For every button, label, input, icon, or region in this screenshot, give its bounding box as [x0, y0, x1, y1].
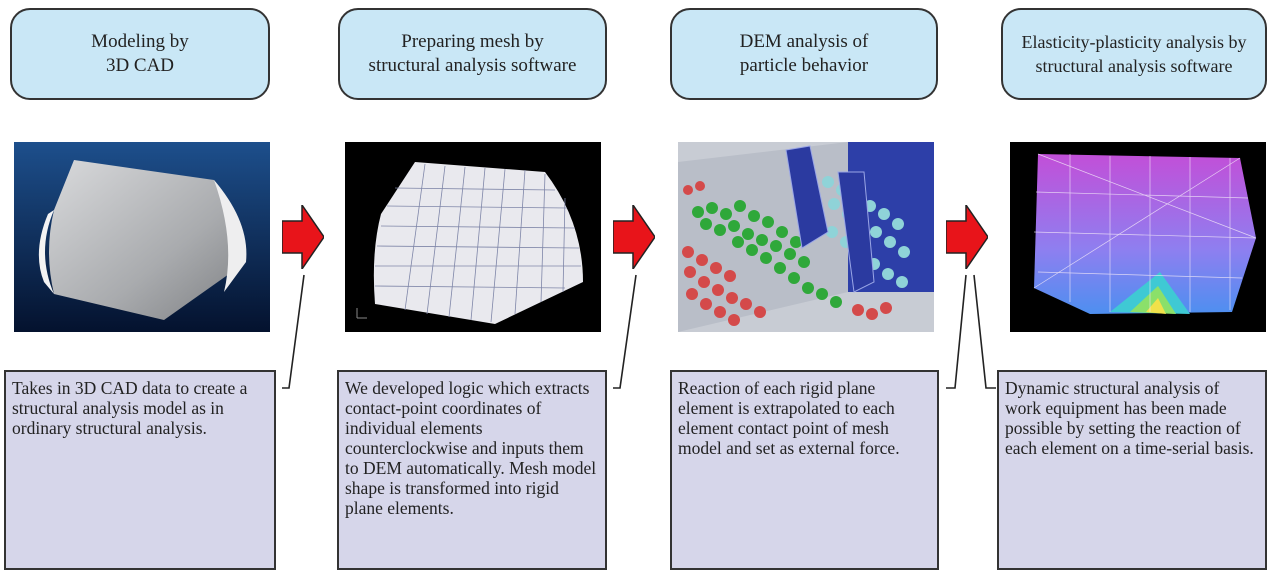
- mesh-model-render-icon: [345, 142, 601, 332]
- flow-arrow-3-icon: [946, 205, 988, 269]
- stage-1-title-box: Modeling by 3D CAD: [10, 8, 270, 100]
- stress-contour-render-icon: [1010, 142, 1266, 332]
- stage-4-description-box: Dynamic structural analysis of work equi…: [997, 370, 1267, 570]
- stage-2-description-box: We developed logic which extracts contac…: [337, 370, 607, 570]
- stage-3-title-box: DEM analysis of particle behavior: [670, 8, 938, 100]
- stage-2-description: We developed logic which extracts contac…: [345, 378, 597, 518]
- stage-4-title-box: Elasticity-plasticity analysis by struct…: [1001, 8, 1267, 100]
- cad-model-render-icon: [14, 142, 270, 332]
- stage-4-description: Dynamic structural analysis of work equi…: [1005, 378, 1254, 458]
- stage-1-title: Modeling by 3D CAD: [91, 31, 189, 76]
- stage-2-title-box: Preparing mesh by structural analysis so…: [338, 8, 607, 100]
- stage-1-description: Takes in 3D CAD data to create a structu…: [12, 378, 248, 438]
- particle-simulation-render-icon: [678, 142, 934, 332]
- stage-3-title: DEM analysis of particle behavior: [739, 31, 869, 76]
- flow-arrow-1-icon: [282, 205, 324, 269]
- stage-3-description-box: Reaction of each rigid plane element is …: [670, 370, 939, 570]
- stage-1-description-box: Takes in 3D CAD data to create a structu…: [4, 370, 276, 570]
- stage-4-title: Elasticity-plasticity analysis by struct…: [1021, 32, 1247, 76]
- flow-arrow-2-icon: [613, 205, 655, 269]
- stage-3-description: Reaction of each rigid plane element is …: [678, 378, 900, 458]
- stage-2-title: Preparing mesh by structural analysis so…: [368, 31, 577, 76]
